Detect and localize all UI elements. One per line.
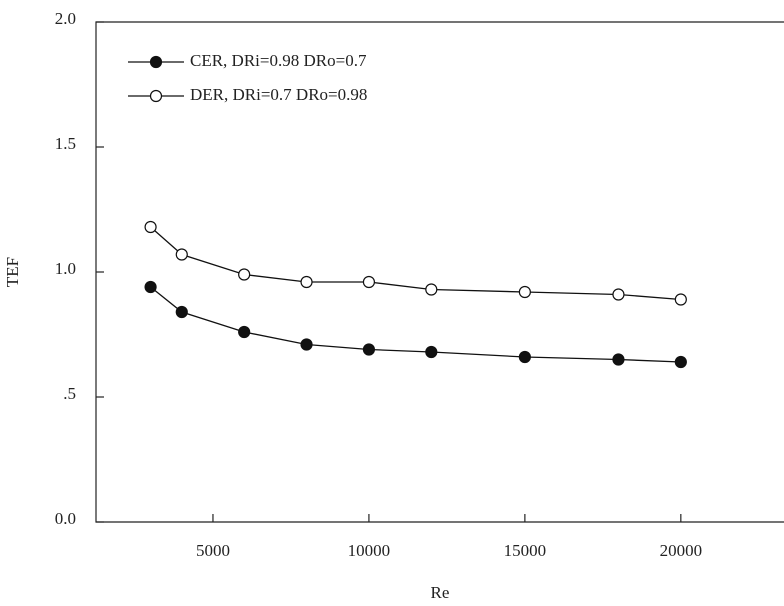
marker (144, 280, 157, 294)
y-tick-label: 1.5 (55, 134, 76, 153)
marker (144, 220, 157, 234)
series-line (150, 286, 681, 363)
marker (175, 305, 188, 319)
y-tick-label: 1.0 (55, 259, 76, 278)
marker (518, 285, 531, 299)
marker (362, 343, 376, 356)
y-tick-label: 2.0 (55, 9, 76, 28)
marker (238, 325, 251, 339)
x-tick-label: 10000 (348, 541, 391, 560)
marker (518, 350, 531, 364)
marker (612, 288, 625, 301)
marker (674, 355, 687, 369)
x-tick-label: 5000 (196, 541, 230, 560)
marker (612, 353, 625, 366)
series-line (150, 226, 681, 301)
y-axis-label: TEF (3, 257, 22, 287)
marker (362, 275, 376, 289)
marker (425, 345, 438, 359)
legend-marker (149, 89, 163, 103)
x-axis-label: Re (431, 583, 450, 602)
marker (674, 293, 687, 306)
marker (238, 268, 251, 281)
marker (175, 248, 188, 261)
x-tick-label: 20000 (660, 541, 703, 560)
marker (300, 338, 313, 351)
x-tick-label: 15000 (504, 541, 547, 560)
legend-label: CER, DRi=0.98 DRo=0.7 (190, 51, 367, 70)
legend-label: DER, DRi=0.7 DRo=0.98 (190, 85, 367, 104)
y-tick-label: 0.0 (55, 509, 76, 528)
marker (425, 283, 438, 296)
legend-marker (149, 55, 163, 69)
y-tick-label: .5 (63, 384, 76, 403)
marker (300, 275, 313, 289)
